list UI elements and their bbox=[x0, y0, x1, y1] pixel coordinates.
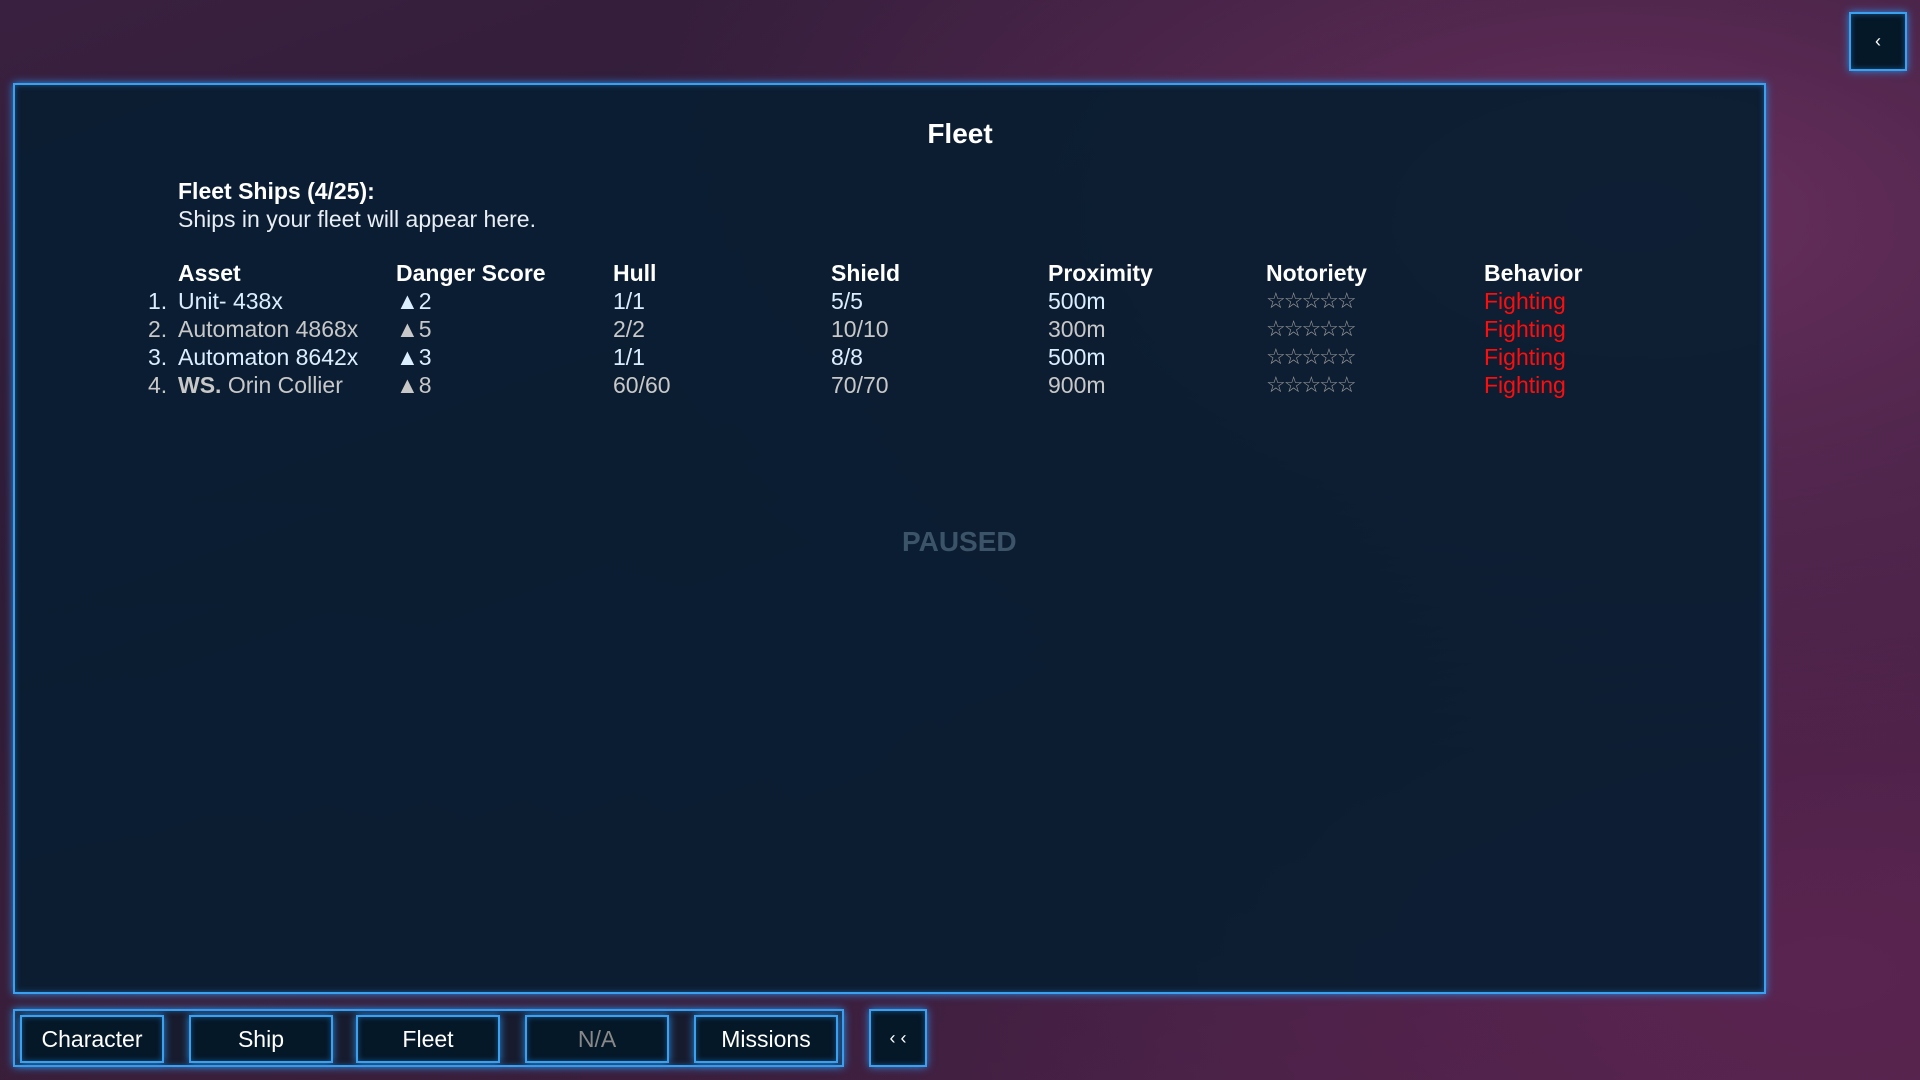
col-shield: Shield bbox=[831, 260, 901, 286]
behavior-value: Fighting bbox=[1484, 344, 1566, 370]
row-number: 3. bbox=[148, 344, 168, 370]
col-hull: Hull bbox=[613, 260, 657, 286]
notoriety-stars-icon: ☆☆☆☆☆ bbox=[1266, 344, 1357, 369]
fleet-button[interactable]: Fleet bbox=[356, 1015, 500, 1063]
missions-button[interactable]: Missions bbox=[694, 1015, 838, 1063]
behavior-value: Fighting bbox=[1484, 288, 1566, 314]
ship-button[interactable]: Ship bbox=[189, 1015, 333, 1063]
proximity-value: 900m bbox=[1048, 372, 1106, 398]
asset-label: Automaton 8642x bbox=[178, 344, 359, 370]
shield-value: 70/70 bbox=[831, 372, 889, 398]
page-title: Fleet bbox=[927, 118, 993, 149]
table-row[interactable]: 4. WS. Orin Collier ▲8 60/60 70/70 900m … bbox=[0, 372, 1760, 400]
shield-value: 8/8 bbox=[831, 344, 863, 370]
col-notoriety: Notoriety bbox=[1266, 260, 1367, 286]
behavior-value: Fighting bbox=[1484, 316, 1566, 342]
table-header: Asset Danger Score Hull Shield Proximity… bbox=[0, 260, 1760, 288]
notoriety-stars-icon: ☆☆☆☆☆ bbox=[1266, 316, 1357, 341]
asset-name: Automaton 8642x bbox=[178, 344, 358, 371]
proximity-value: 500m bbox=[1048, 288, 1106, 314]
notoriety-stars-icon: ☆☆☆☆☆ bbox=[1266, 372, 1357, 397]
danger-score: ▲5 bbox=[396, 316, 432, 342]
proximity-value: 500m bbox=[1048, 344, 1106, 370]
asset-name: Unit- 438x bbox=[178, 288, 283, 315]
table-row[interactable]: 1. Unit- 438x ▲2 1/1 5/5 500m ☆☆☆☆☆ Figh… bbox=[0, 288, 1760, 316]
character-button[interactable]: Character bbox=[20, 1015, 164, 1063]
hull-value: 1/1 bbox=[613, 344, 645, 370]
asset-prefix: WS. bbox=[178, 372, 222, 398]
behavior-value: Fighting bbox=[1484, 372, 1566, 398]
danger-score: ▲3 bbox=[396, 344, 432, 370]
shield-value: 10/10 bbox=[831, 316, 889, 342]
asset-name: Automaton 4868x bbox=[178, 316, 358, 343]
row-number: 2. bbox=[148, 316, 168, 342]
proximity-value: 300m bbox=[1048, 316, 1106, 342]
paused-label: PAUSED bbox=[902, 526, 1017, 557]
hull-value: 1/1 bbox=[613, 288, 645, 314]
danger-score: ▲8 bbox=[396, 372, 432, 398]
asset-label: Orin Collier bbox=[221, 372, 343, 398]
notoriety-stars-icon: ☆☆☆☆☆ bbox=[1266, 288, 1357, 313]
fleet-panel bbox=[13, 83, 1766, 994]
hull-value: 60/60 bbox=[613, 372, 671, 398]
toggle-panel-button[interactable]: ‹ bbox=[1849, 12, 1907, 71]
col-danger: Danger Score bbox=[396, 260, 546, 286]
fleet-ships-heading: Fleet Ships (4/25): bbox=[178, 178, 375, 204]
na-button[interactable]: N/A bbox=[525, 1015, 669, 1063]
asset-name: WS. Orin Collier bbox=[178, 372, 343, 399]
danger-score: ▲2 bbox=[396, 288, 432, 314]
asset-label: Unit- 438x bbox=[178, 288, 283, 314]
col-asset: Asset bbox=[178, 260, 241, 286]
shield-value: 5/5 bbox=[831, 288, 863, 314]
col-proximity: Proximity bbox=[1048, 260, 1153, 286]
fleet-ships-subtitle: Ships in your fleet will appear here. bbox=[178, 206, 536, 232]
table-row[interactable]: 2. Automaton 4868x ▲5 2/2 10/10 300m ☆☆☆… bbox=[0, 316, 1760, 344]
row-number: 4. bbox=[148, 372, 168, 398]
table-row[interactable]: 3. Automaton 8642x ▲3 1/1 8/8 500m ☆☆☆☆☆… bbox=[0, 344, 1760, 372]
hull-value: 2/2 bbox=[613, 316, 645, 342]
asset-label: Automaton 4868x bbox=[178, 316, 359, 342]
col-behavior: Behavior bbox=[1484, 260, 1583, 286]
collapse-button[interactable]: ‹ ‹ bbox=[869, 1009, 927, 1067]
row-number: 1. bbox=[148, 288, 168, 314]
